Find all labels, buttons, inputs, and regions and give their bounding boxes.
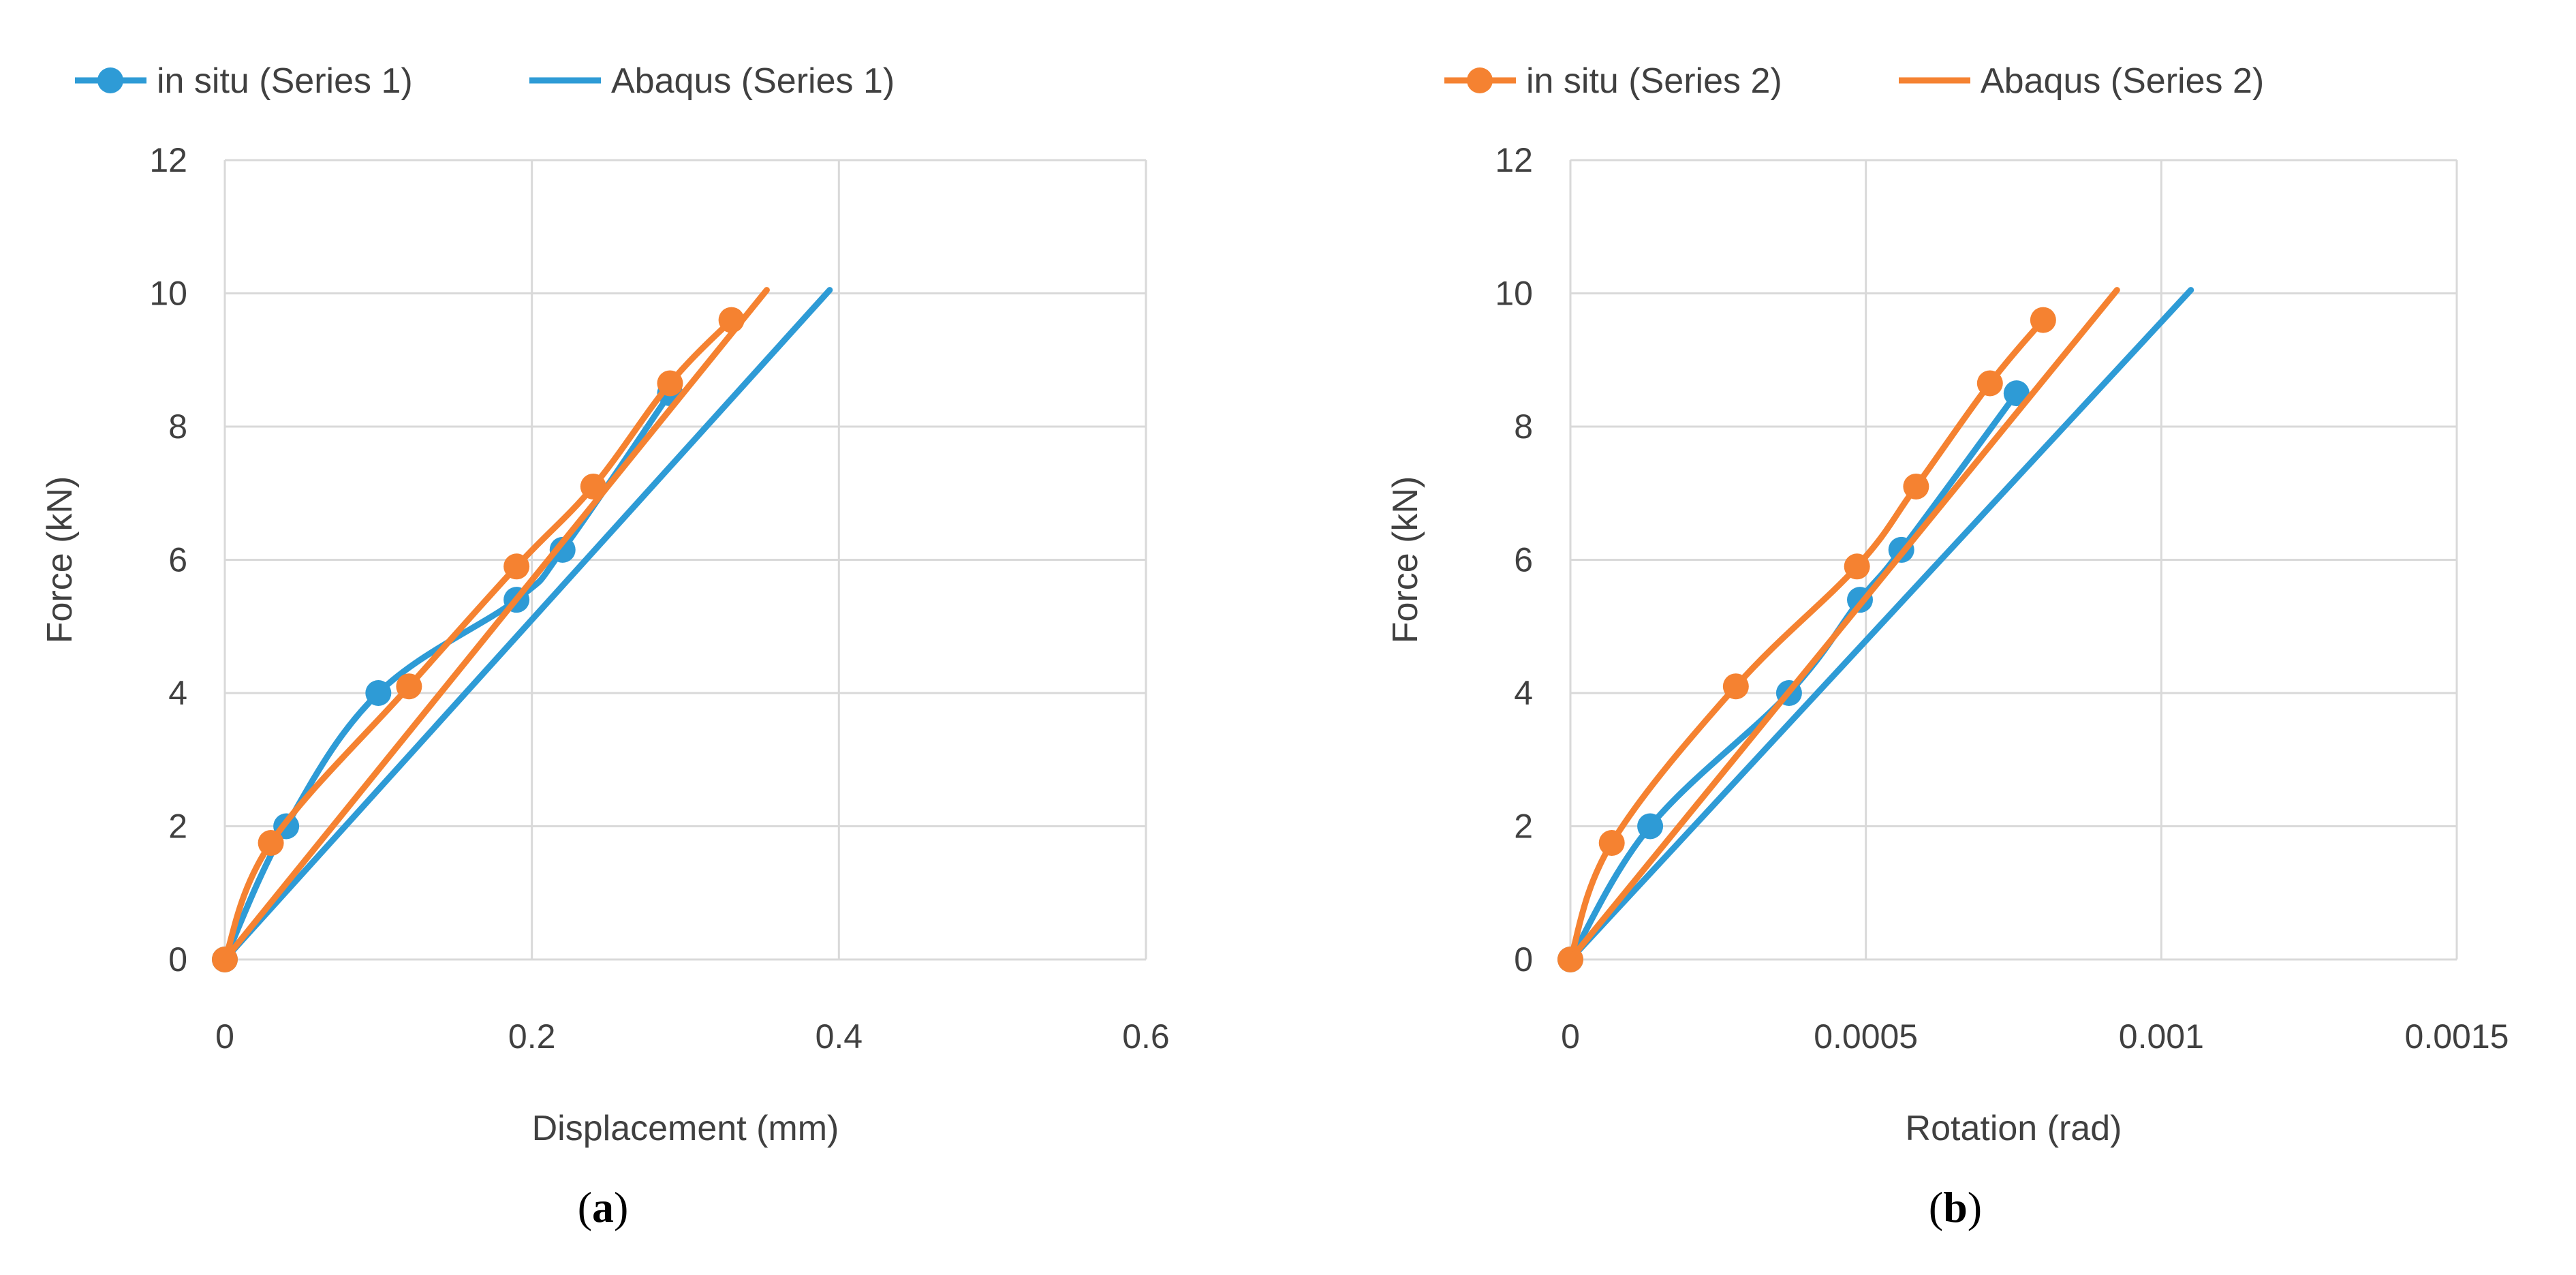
series-abaqus-series-1- — [1567, 287, 2194, 963]
series-line — [1567, 287, 2120, 963]
legend-item: Abaqus (Series 2) — [1899, 61, 2264, 101]
legend-label: Abaqus (Series 1) — [611, 61, 895, 101]
x-tick-label: 0.4 — [816, 1017, 863, 1056]
series-abaqus-series-1- — [221, 287, 833, 963]
data-point — [1598, 829, 1625, 856]
panel-label: (a) — [578, 1183, 629, 1231]
data-point — [1844, 553, 1870, 580]
series-in-situ-series-1- — [1557, 380, 2030, 972]
legend-swatch-marker — [97, 67, 123, 93]
data-point — [1903, 473, 1929, 500]
y-tick-label: 8 — [1514, 408, 1533, 446]
x-tick-label: 0.001 — [2119, 1017, 2204, 1056]
y-tick-label: 12 — [1495, 141, 1533, 179]
y-tick-label: 0 — [1514, 940, 1533, 979]
data-point — [365, 680, 392, 706]
y-tick-label: 10 — [149, 275, 187, 313]
panel-label: (b) — [1929, 1183, 1982, 1231]
legend: in situ (Series 2) Abaqus (Series 2) — [1444, 61, 2264, 101]
legend-item: in situ (Series 2) — [1444, 61, 1782, 101]
y-tick-label: 4 — [1514, 674, 1533, 712]
data-point — [657, 370, 683, 397]
y-tick-label: 10 — [1495, 275, 1533, 313]
y-axis-title: Force (kN) — [40, 476, 80, 644]
data-point — [2003, 380, 2030, 407]
y-tick-label: 6 — [168, 541, 187, 579]
series-line — [221, 287, 833, 963]
y-tick-label: 0 — [168, 940, 187, 979]
x-tick-label: 0 — [1561, 1017, 1580, 1056]
y-tick-label: 2 — [168, 808, 187, 846]
panel-label-letter: b — [1943, 1183, 1968, 1231]
series-in-situ-series-2- — [1557, 307, 2056, 972]
chart-panel-b: 0 2 4 6 8 10 12 0 0.0005 0.001 0.0015 Rotation (rad… — [1386, 61, 2509, 1231]
legend: in situ (Series 1) Abaqus (Series 1) — [75, 61, 895, 101]
y-tick-label: 12 — [149, 141, 187, 179]
x-axis-title: Displacement (mm) — [532, 1109, 839, 1148]
panel-label-open: ( — [578, 1183, 592, 1231]
panel-label-close: ) — [614, 1183, 628, 1231]
legend-item: in situ (Series 1) — [75, 61, 413, 101]
panel-label-close: ) — [1968, 1183, 1982, 1231]
legend-label: in situ (Series 1) — [157, 61, 413, 101]
legend-swatch-marker — [1467, 67, 1493, 93]
legend-label: Abaqus (Series 2) — [1981, 61, 2264, 101]
x-tick-label: 0.2 — [508, 1017, 556, 1056]
data-point — [1976, 370, 2003, 397]
data-point — [2030, 307, 2056, 333]
series-abaqus-series-2- — [221, 287, 770, 963]
chart-panel-a: 0 2 4 6 8 10 12 0 0.2 0.4 0.6 Displacement (mm) Forc… — [40, 61, 1170, 1231]
gridlines — [223, 159, 1147, 961]
data-point — [549, 536, 576, 563]
data-point — [1637, 813, 1664, 840]
y-axis-title: Force (kN) — [1386, 476, 1425, 644]
y-tick-label: 6 — [1514, 541, 1533, 579]
x-tick-label: 0 — [215, 1017, 234, 1056]
x-axis-title: Rotation (rad) — [1906, 1109, 2122, 1148]
y-tick-label: 4 — [168, 674, 187, 712]
gridlines — [1569, 159, 2458, 961]
y-tick-label: 8 — [168, 408, 187, 446]
panel-label-letter: a — [592, 1183, 614, 1231]
data-point — [396, 673, 422, 700]
x-tick-label: 0.0015 — [2405, 1017, 2509, 1056]
data-point — [1722, 673, 1749, 700]
legend-item: Abaqus (Series 1) — [529, 61, 895, 101]
legend-label: in situ (Series 2) — [1526, 61, 1782, 101]
series-line — [1567, 287, 2194, 963]
series-line — [221, 287, 770, 963]
series-line — [1567, 317, 2047, 963]
data-point — [503, 553, 530, 580]
data-point — [258, 829, 284, 856]
x-tick-label: 0.0005 — [1814, 1017, 1918, 1056]
x-tick-label: 0.6 — [1122, 1017, 1170, 1056]
series-abaqus-series-2- — [1567, 287, 2120, 963]
y-tick-label: 2 — [1514, 808, 1533, 846]
panel-label-open: ( — [1929, 1183, 1943, 1231]
